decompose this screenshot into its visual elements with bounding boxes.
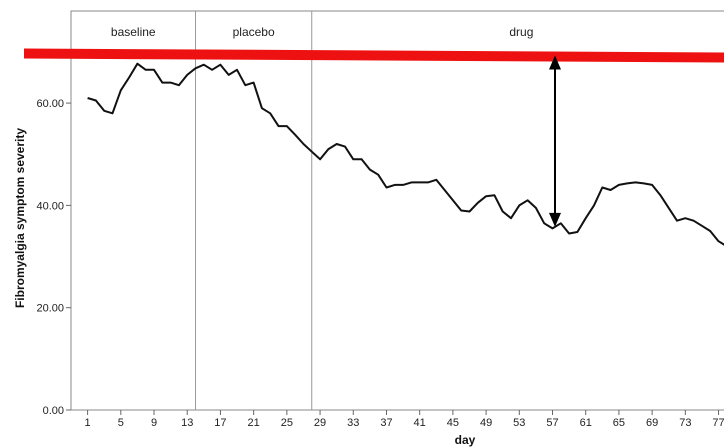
y-tick-label: 40.00 <box>36 200 64 212</box>
x-tick-label: 5 <box>118 417 124 429</box>
x-tick-label: 49 <box>480 417 492 429</box>
x-tick-label: 53 <box>513 417 525 429</box>
arrow-head-up <box>549 55 561 70</box>
x-axis-title: day <box>455 433 476 447</box>
x-tick-label: 13 <box>181 417 193 429</box>
x-tick-label: 29 <box>314 417 326 429</box>
x-tick-label: 25 <box>281 417 293 429</box>
phase-label-drug: drug <box>509 25 533 39</box>
phase-label-baseline: baseline <box>111 25 156 39</box>
x-tick-label: 45 <box>447 417 459 429</box>
x-tick-label: 17 <box>214 417 226 429</box>
x-tick-label: 9 <box>151 417 157 429</box>
phase-label-placebo: placebo <box>233 25 275 39</box>
arrow-head-down <box>549 212 561 227</box>
reference-line <box>24 48 724 63</box>
series-line <box>87 62 724 246</box>
x-tick-label: 21 <box>248 417 260 429</box>
x-tick-label: 77 <box>712 417 724 429</box>
x-tick-label: 1 <box>85 417 91 429</box>
x-tick-label: 41 <box>414 417 426 429</box>
x-tick-label: 61 <box>580 417 592 429</box>
y-tick-label: 60.00 <box>36 98 64 110</box>
x-tick-label: 33 <box>347 417 359 429</box>
y-tick-label: 20.00 <box>36 303 64 315</box>
plot-area <box>70 10 724 411</box>
x-tick-label: 57 <box>546 417 558 429</box>
x-tick-label: 65 <box>613 417 625 429</box>
x-tick-label: 73 <box>679 417 691 429</box>
x-tick-label: 69 <box>646 417 658 429</box>
x-tick-label: 37 <box>380 417 392 429</box>
y-tick-label: 0.00 <box>43 405 64 417</box>
y-axis-title: Fibromyalgia symptom severity <box>13 128 27 308</box>
